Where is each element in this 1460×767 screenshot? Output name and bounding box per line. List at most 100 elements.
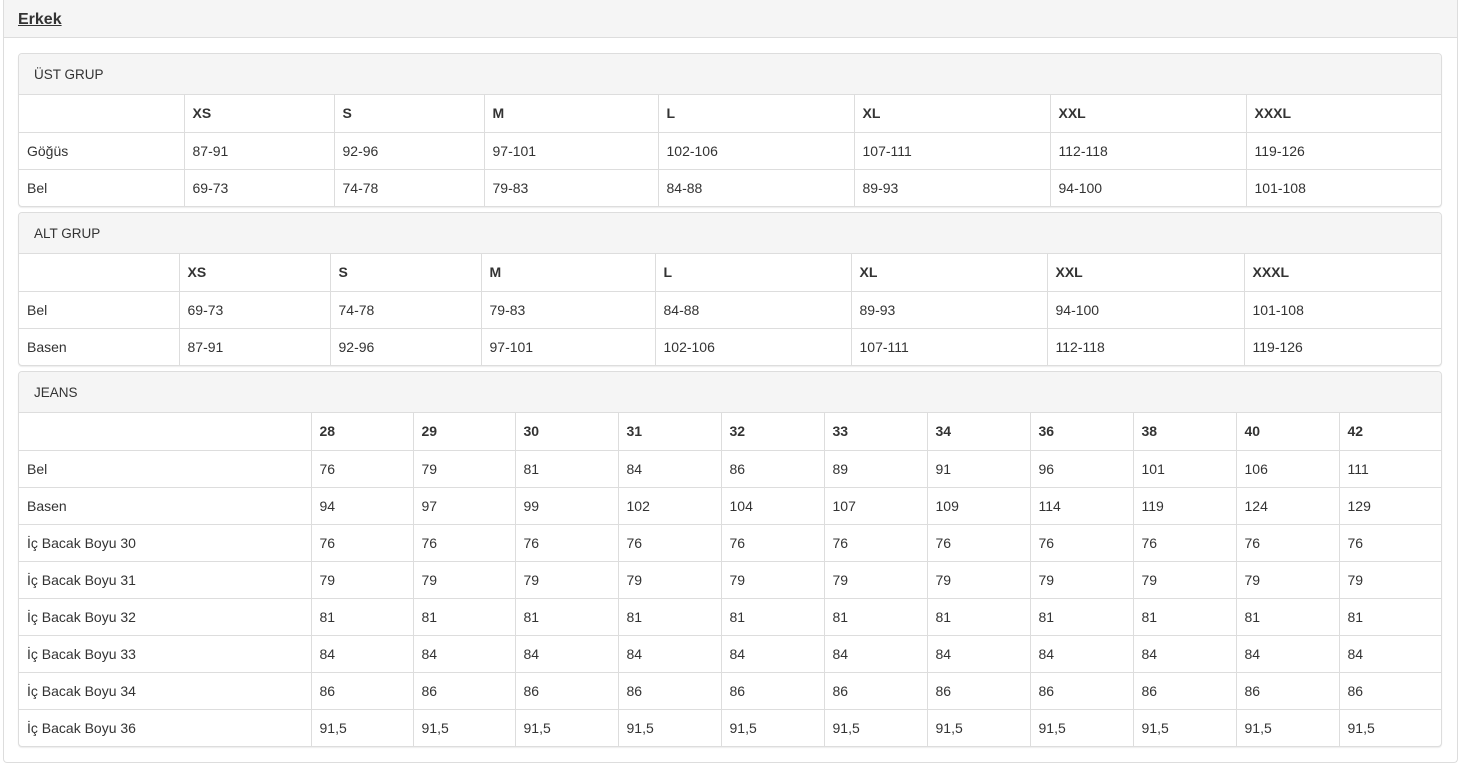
table-cell: 84 [617, 449, 722, 488]
row-label: İç Bacak Boyu 36 [19, 708, 312, 746]
table-cell: 76 [1338, 523, 1441, 562]
table-cell: 96 [1029, 449, 1134, 488]
table-cell: 91,5 [1235, 708, 1340, 746]
table-cell: 86 [926, 671, 1031, 710]
table-cell: 79 [617, 560, 722, 599]
table-cell: 86 [720, 449, 825, 488]
column-header: 28 [310, 413, 414, 451]
table-cell: 76 [720, 523, 825, 562]
row-label: İç Bacak Boyu 31 [19, 560, 312, 599]
size-table: XS S M L XL XXL XXXL Bel 69-73 74-78 79-83 84-88 89-… [19, 254, 1441, 365]
table-cell: 79 [1338, 560, 1441, 599]
table-cell: 81 [1235, 597, 1340, 636]
table-cell: 86 [514, 671, 619, 710]
table-cell: 119-126 [1245, 131, 1441, 170]
table-row: Basen 94 97 99 102 104 107 109 114 119 124 129 [19, 486, 1441, 525]
table-cell: 91,5 [412, 708, 516, 746]
table-cell: 86 [310, 671, 414, 710]
table-cell: 94 [310, 486, 414, 525]
table-cell: 97-101 [483, 131, 659, 170]
table-row: Göğüs 87-91 92-96 97-101 102-106 107-111 112-1… [19, 131, 1441, 170]
column-header: XL [853, 95, 1051, 133]
table-row: İç Bacak Boyu 33 84 84 84 84 84 84 84 84 84 84 84 [19, 634, 1441, 673]
table-row: İç Bacak Boyu 32 81 81 81 81 81 81 81 81 81 81 81 [19, 597, 1441, 636]
table-cell: 129 [1338, 486, 1441, 525]
table-cell: 79 [720, 560, 825, 599]
table-cell: 111 [1338, 449, 1441, 488]
table-cell: 81 [720, 597, 825, 636]
table-cell: 91,5 [1029, 708, 1134, 746]
table-cell: 107 [823, 486, 928, 525]
table-cell: 94-100 [1049, 168, 1247, 206]
table-cell: 119 [1132, 486, 1237, 525]
row-label: Bel [19, 449, 312, 488]
table-cell: 89-93 [850, 290, 1048, 329]
table-cell: 112-118 [1049, 131, 1247, 170]
table-cell: 76 [617, 523, 722, 562]
size-table: XS S M L XL XXL XXXL Göğüs 87-91 92-96 97-101 102-1… [19, 95, 1441, 206]
column-header: 34 [926, 413, 1031, 451]
erkek-panel: Erkek [3, 0, 1458, 763]
table-cell: 81 [412, 597, 516, 636]
panel-title: ALT GRUP [19, 213, 1441, 254]
table-cell: 76 [310, 449, 414, 488]
row-label: İç Bacak Boyu 32 [19, 597, 312, 636]
table-cell: 91,5 [1338, 708, 1441, 746]
column-header: 31 [617, 413, 722, 451]
table-cell: 81 [1132, 597, 1237, 636]
table-cell: 84 [926, 634, 1031, 673]
column-header: XL [850, 254, 1048, 292]
table-row: İç Bacak Boyu 30 76 76 76 76 76 76 76 76 76 76 76 [19, 523, 1441, 562]
table-cell: 91,5 [823, 708, 928, 746]
erkek-link[interactable]: Erkek [18, 11, 62, 28]
row-label: Bel [19, 290, 180, 329]
table-cell: 76 [412, 523, 516, 562]
column-header: XXL [1049, 95, 1247, 133]
table-cell: 84-88 [654, 290, 852, 329]
table-cell: 89-93 [853, 168, 1051, 206]
table-cell: 109 [926, 486, 1031, 525]
column-header: 40 [1235, 413, 1340, 451]
panel-title: ÜST GRUP [19, 54, 1441, 95]
table-cell: 76 [310, 523, 414, 562]
ust-grup-panel: ÜST GRUP XS S M L XL XXL XXXL Göğüs 87-91 92-96 97-… [18, 53, 1442, 207]
table-header-row: 28 29 30 31 32 33 34 36 38 40 42 [19, 413, 1441, 451]
column-header: XXXL [1243, 254, 1441, 292]
row-label: İç Bacak Boyu 34 [19, 671, 312, 710]
table-cell: 74-78 [329, 290, 482, 329]
table-cell: 79 [926, 560, 1031, 599]
table-cell: 81 [926, 597, 1031, 636]
alt-grup-panel: ALT GRUP XS S M L XL XXL XXXL Bel 69-73 74-78 79-83… [18, 212, 1442, 366]
table-cell: 91,5 [514, 708, 619, 746]
table-cell: 87-91 [183, 131, 335, 170]
table-cell: 92-96 [333, 131, 485, 170]
table-cell: 86 [1338, 671, 1441, 710]
table-cell: 79-83 [480, 290, 656, 329]
table-cell: 86 [1235, 671, 1340, 710]
column-header: 42 [1338, 413, 1441, 451]
column-header: 30 [514, 413, 619, 451]
table-cell: 81 [514, 597, 619, 636]
table-cell: 81 [1338, 597, 1441, 636]
table-cell: 102 [617, 486, 722, 525]
table-cell: 84 [412, 634, 516, 673]
table-cell: 99 [514, 486, 619, 525]
table-cell: 107-111 [853, 131, 1051, 170]
row-label: İç Bacak Boyu 33 [19, 634, 312, 673]
table-cell: 69-73 [178, 290, 331, 329]
table-cell: 91,5 [310, 708, 414, 746]
table-cell: 76 [926, 523, 1031, 562]
table-cell: 79 [823, 560, 928, 599]
table-cell: 112-118 [1046, 327, 1245, 365]
table-cell: 79 [412, 560, 516, 599]
table-cell: 81 [617, 597, 722, 636]
table-cell: 84 [617, 634, 722, 673]
table-cell: 106 [1235, 449, 1340, 488]
table-row: İç Bacak Boyu 36 91,5 91,5 91,5 91,5 91,5 91,5… [19, 708, 1441, 746]
column-header: S [329, 254, 482, 292]
table-cell: 114 [1029, 486, 1134, 525]
table-cell: 119-126 [1243, 327, 1441, 365]
column-header: L [654, 254, 852, 292]
table-cell: 104 [720, 486, 825, 525]
table-cell: 94-100 [1046, 290, 1245, 329]
